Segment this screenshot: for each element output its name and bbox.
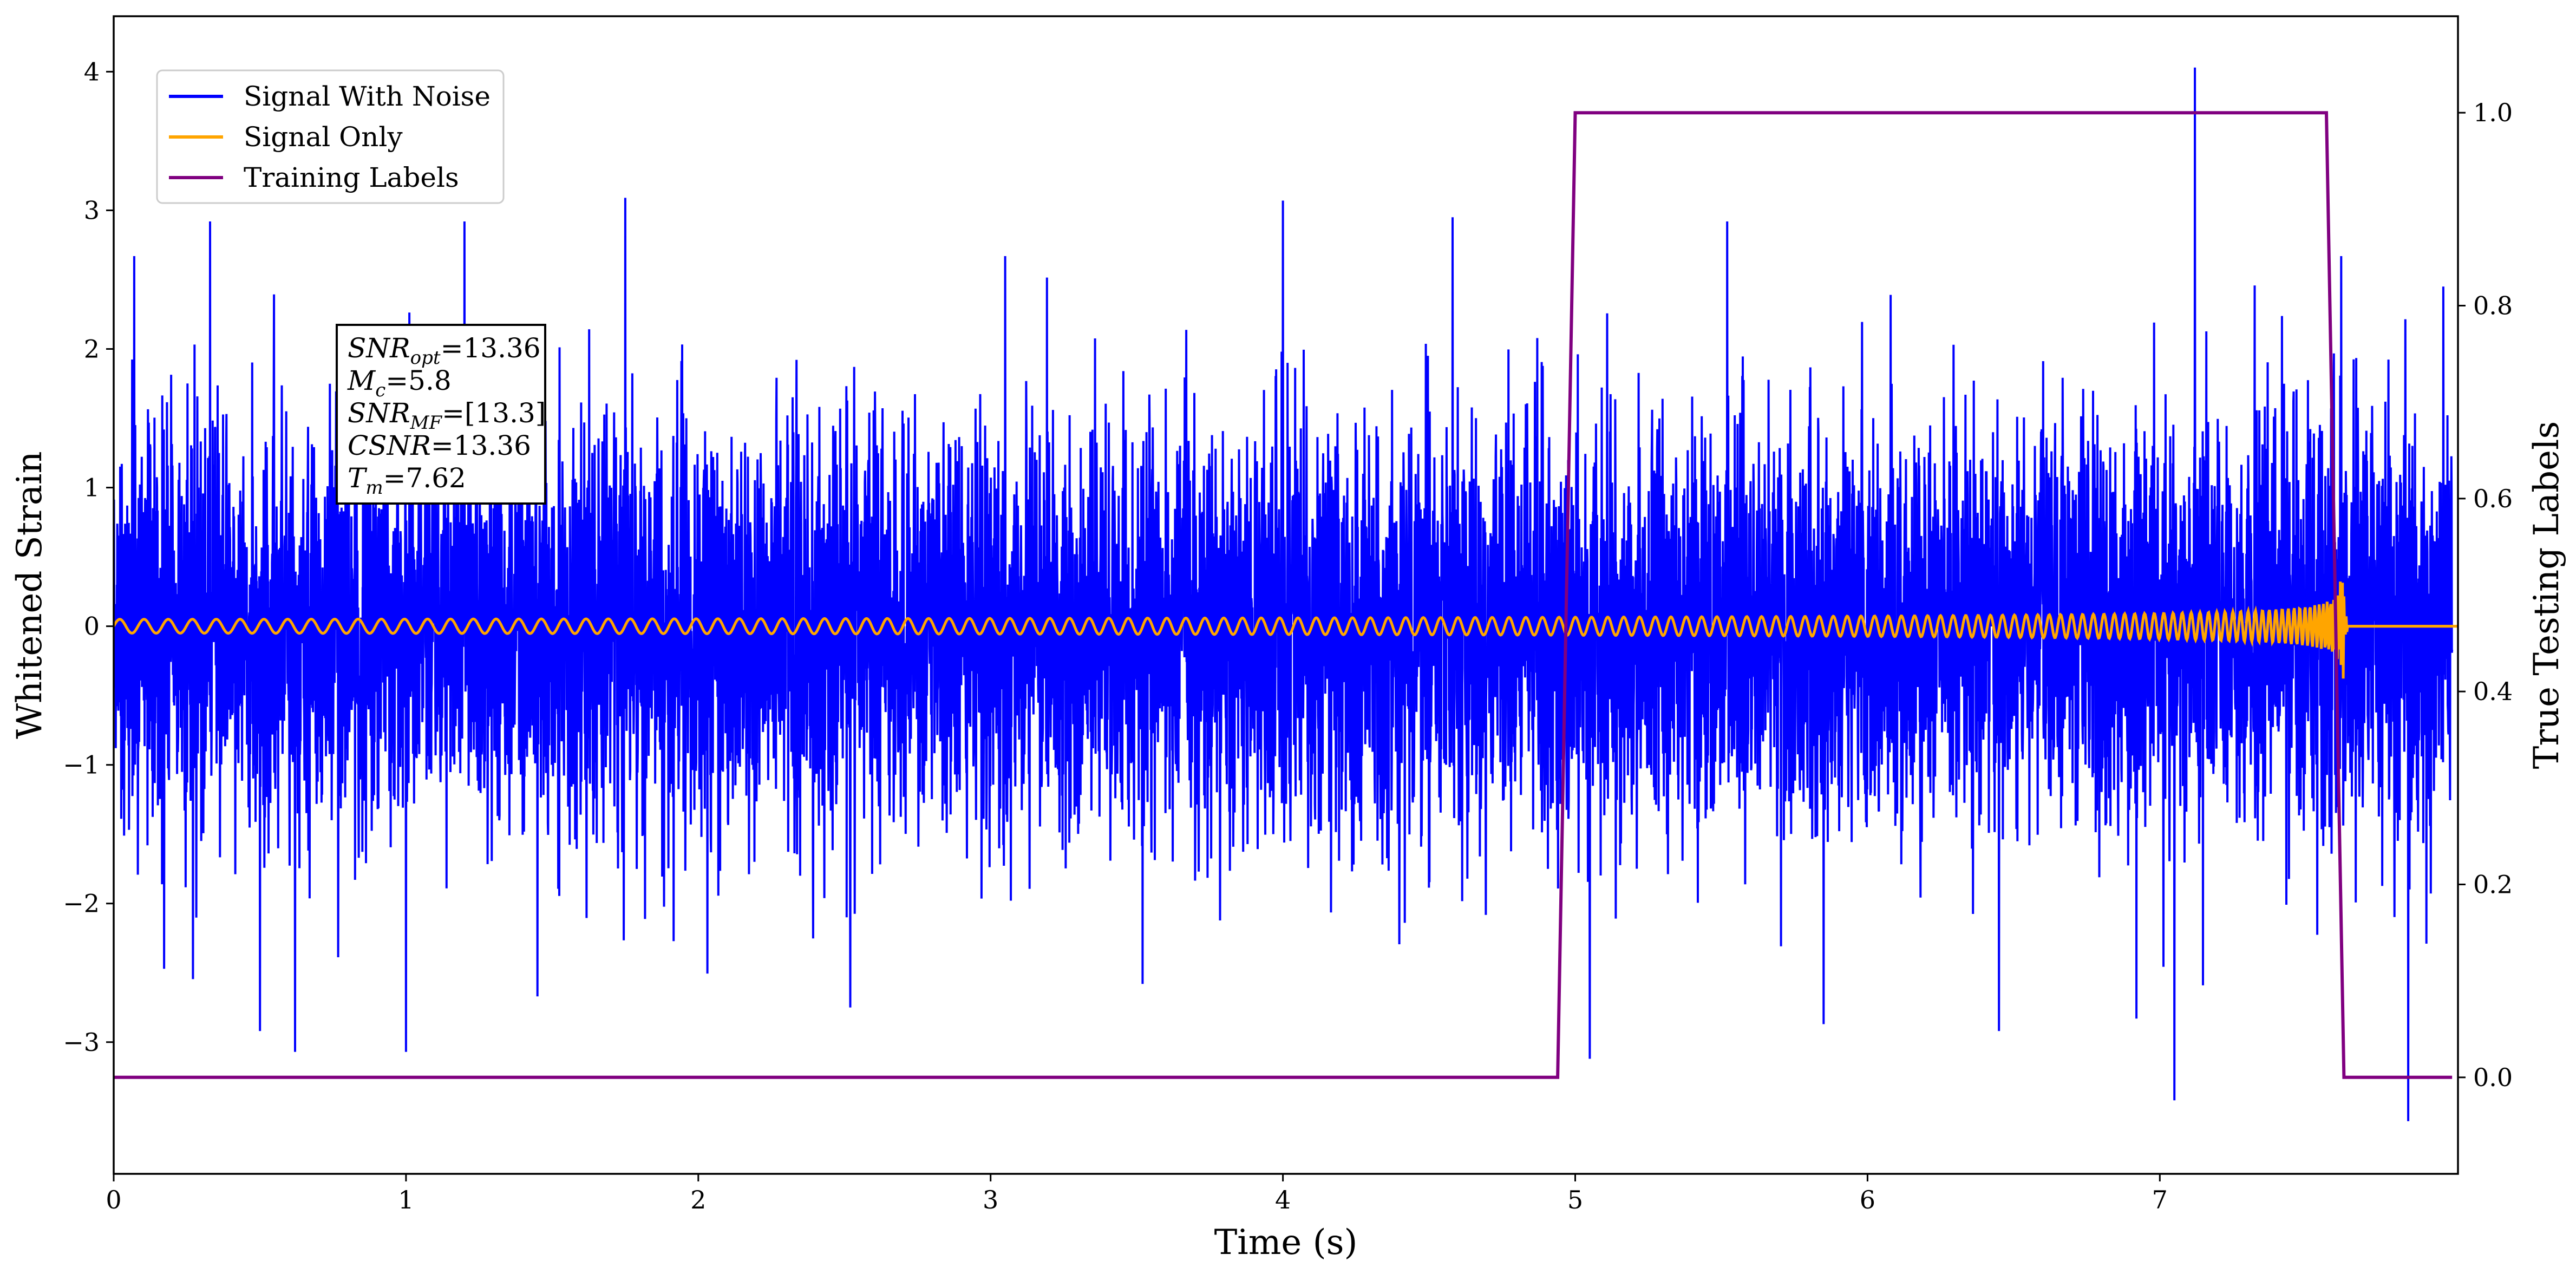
legend-entry: Signal Only xyxy=(244,121,403,153)
y2-tick-label: 0.2 xyxy=(2473,870,2513,899)
y2-tick-label: 0.4 xyxy=(2473,677,2513,706)
y2-tick-label: 0.0 xyxy=(2473,1063,2513,1092)
x-tick-label: 5 xyxy=(1567,1185,1583,1214)
x-tick-label: 4 xyxy=(1275,1185,1291,1214)
annotation-box: SNRopt=13.36Mc=5.8SNRMF=[13.3]CSNR=13.36… xyxy=(336,324,546,505)
y-tick-label: 4 xyxy=(84,57,100,86)
axes: 0 1 2 3 4 5 6 7 −3 −2 −1 0 1 2 3 4 0.0 0.2 0.4 0.6 0.8 1.0 Tim… xyxy=(10,15,2567,1263)
y2-axis-label: True Testing Labels xyxy=(2527,421,2567,769)
x-tick-label: 0 xyxy=(106,1185,121,1214)
x-tick-label: 3 xyxy=(983,1185,998,1214)
x-tick-label: 7 xyxy=(2152,1185,2168,1214)
legend-entry: Training Labels xyxy=(244,162,459,193)
annotation-frame xyxy=(336,324,546,505)
axes-frame xyxy=(113,15,2459,1175)
series-signal-with-noise xyxy=(114,67,2454,1121)
y-tick-label: −3 xyxy=(63,1028,100,1057)
series-training-labels xyxy=(114,111,2453,1079)
y-tick-label: 0 xyxy=(84,612,100,641)
plot-area xyxy=(114,67,2458,1121)
annotation-line: Tm=7.62 xyxy=(348,462,466,499)
y2-tick-label: 0.8 xyxy=(2473,291,2513,321)
x-axis-label: Time (s) xyxy=(1214,1223,1358,1263)
annotation-line: SNRopt=13.36 xyxy=(348,332,541,369)
annotation-line: SNRMF=[13.3] xyxy=(348,397,546,434)
legend-frame xyxy=(156,69,505,204)
x-tick-label: 6 xyxy=(1860,1185,1875,1214)
y2-tick-label: 1.0 xyxy=(2473,98,2513,127)
series-signal-only xyxy=(114,582,2453,679)
y-tick-label: 1 xyxy=(84,473,100,502)
y2-tick-label: 0.6 xyxy=(2473,484,2513,513)
legend: Signal With Noise Signal Only Training Lab… xyxy=(156,69,505,204)
legend-entry: Signal With Noise xyxy=(244,81,491,112)
x-tick-label: 2 xyxy=(690,1185,706,1214)
y-tick-label: 2 xyxy=(84,335,100,364)
annotation-line: Mc=5.8 xyxy=(347,365,452,401)
x-tick-label: 1 xyxy=(398,1185,414,1214)
annotation-line: CSNR=13.36 xyxy=(348,430,531,461)
y-tick-label: −2 xyxy=(63,889,100,918)
y-tick-label: 3 xyxy=(84,195,100,225)
y-axis-label: Whitened Strain xyxy=(10,451,50,739)
y-tick-label: −1 xyxy=(63,750,100,780)
